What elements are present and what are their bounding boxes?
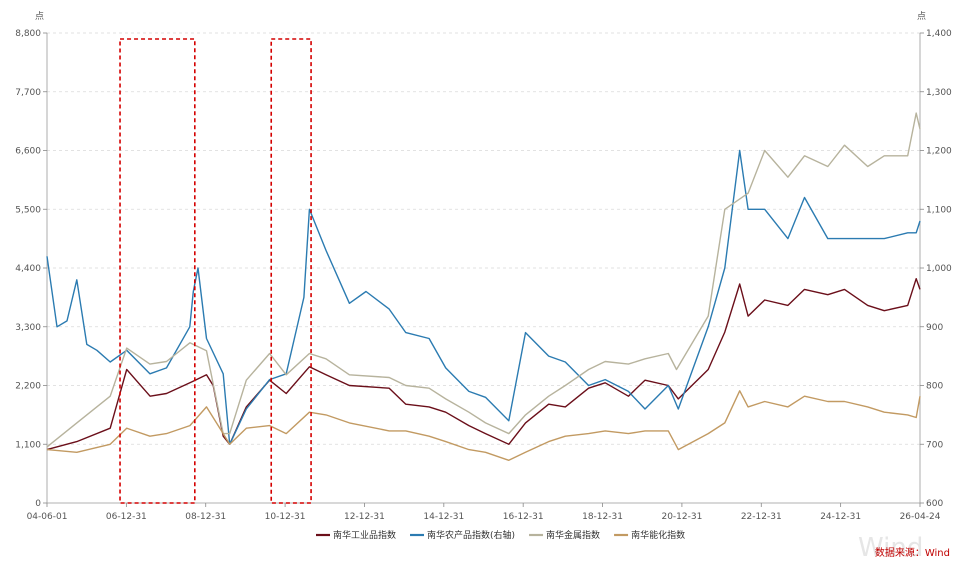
left-tick-label: 3,300 [15,323,41,333]
series-line-0 [46,278,921,451]
x-tick-label: 18-12-31 [582,512,623,522]
left-axis-unit: 点 [35,11,44,22]
left-tick-label: 2,200 [15,382,41,392]
left-tick-label: 1,100 [15,440,41,450]
right-tick-label: 1,200 [926,147,952,157]
grid-lines [47,32,920,445]
x-tick-label: 14-12-31 [423,512,464,522]
x-tick-label: 22-12-31 [741,512,782,522]
highlight-boxes [119,38,312,504]
right-tick-label: 800 [926,382,943,392]
right-tick-label: 600 [926,499,943,509]
left-tick-label: 5,500 [15,205,41,215]
legend-item: 南华金属指数 [529,529,600,541]
source-label: 数据来源：Wind [875,546,950,559]
series-line-3 [46,390,921,461]
legend-label: 南华金属指数 [546,529,600,541]
legend-label: 南华能化指数 [631,529,685,541]
legend-item: 南华能化指数 [614,529,685,541]
left-tick-label: 6,600 [15,147,41,157]
legend: 南华工业品指数 南华农产品指数(右轴) 南华金属指数 南华能化指数 [316,529,685,541]
wind-watermark: Wind [858,533,923,563]
right-axis-unit: 点 [917,11,926,22]
x-tick-label: 20-12-31 [661,512,702,522]
x-tick-label: 16-12-31 [503,512,544,522]
left-tick-label: 7,700 [15,88,41,98]
x-tick-label: 08-12-31 [185,512,226,522]
x-tick-label: 12-12-31 [344,512,385,522]
x-tick-label: 10-12-31 [265,512,306,522]
highlight-box-0 [119,38,196,504]
right-axis-ticks: 600 700 800 900 1,000 1,100 1,200 1,300 1,400 [920,29,952,509]
x-axis-ticks: 04-06-01 06-12-31 08-12-31 10-12-31 12-12-31… [27,503,941,522]
left-tick-label: 8,800 [15,29,41,39]
legend-label: 南华工业品指数 [333,529,396,541]
left-tick-label: 4,400 [15,264,41,274]
right-tick-label: 1,000 [926,264,952,274]
legend-label: 南华农产品指数(右轴) [427,529,515,541]
series-line-2 [46,112,921,448]
x-tick-label: 26-04-24 [900,512,941,522]
right-tick-label: 900 [926,323,943,333]
legend-item: 南华工业品指数 [316,529,396,541]
series-line-1 [46,149,921,445]
left-axis-ticks: 0 1,100 2,200 3,300 4,400 5,500 6,600 7,700 8,80… [15,29,47,509]
right-tick-label: 1,100 [926,205,952,215]
legend-item: 南华农产品指数(右轴) [410,529,515,541]
right-tick-label: 700 [926,440,943,450]
x-tick-label: 04-06-01 [27,512,68,522]
series-lines [46,112,921,461]
left-tick-label: 0 [35,499,41,509]
right-tick-label: 1,400 [926,29,952,39]
x-tick-label: 06-12-31 [106,512,147,522]
right-tick-label: 1,300 [926,88,952,98]
x-tick-label: 24-12-31 [820,512,861,522]
